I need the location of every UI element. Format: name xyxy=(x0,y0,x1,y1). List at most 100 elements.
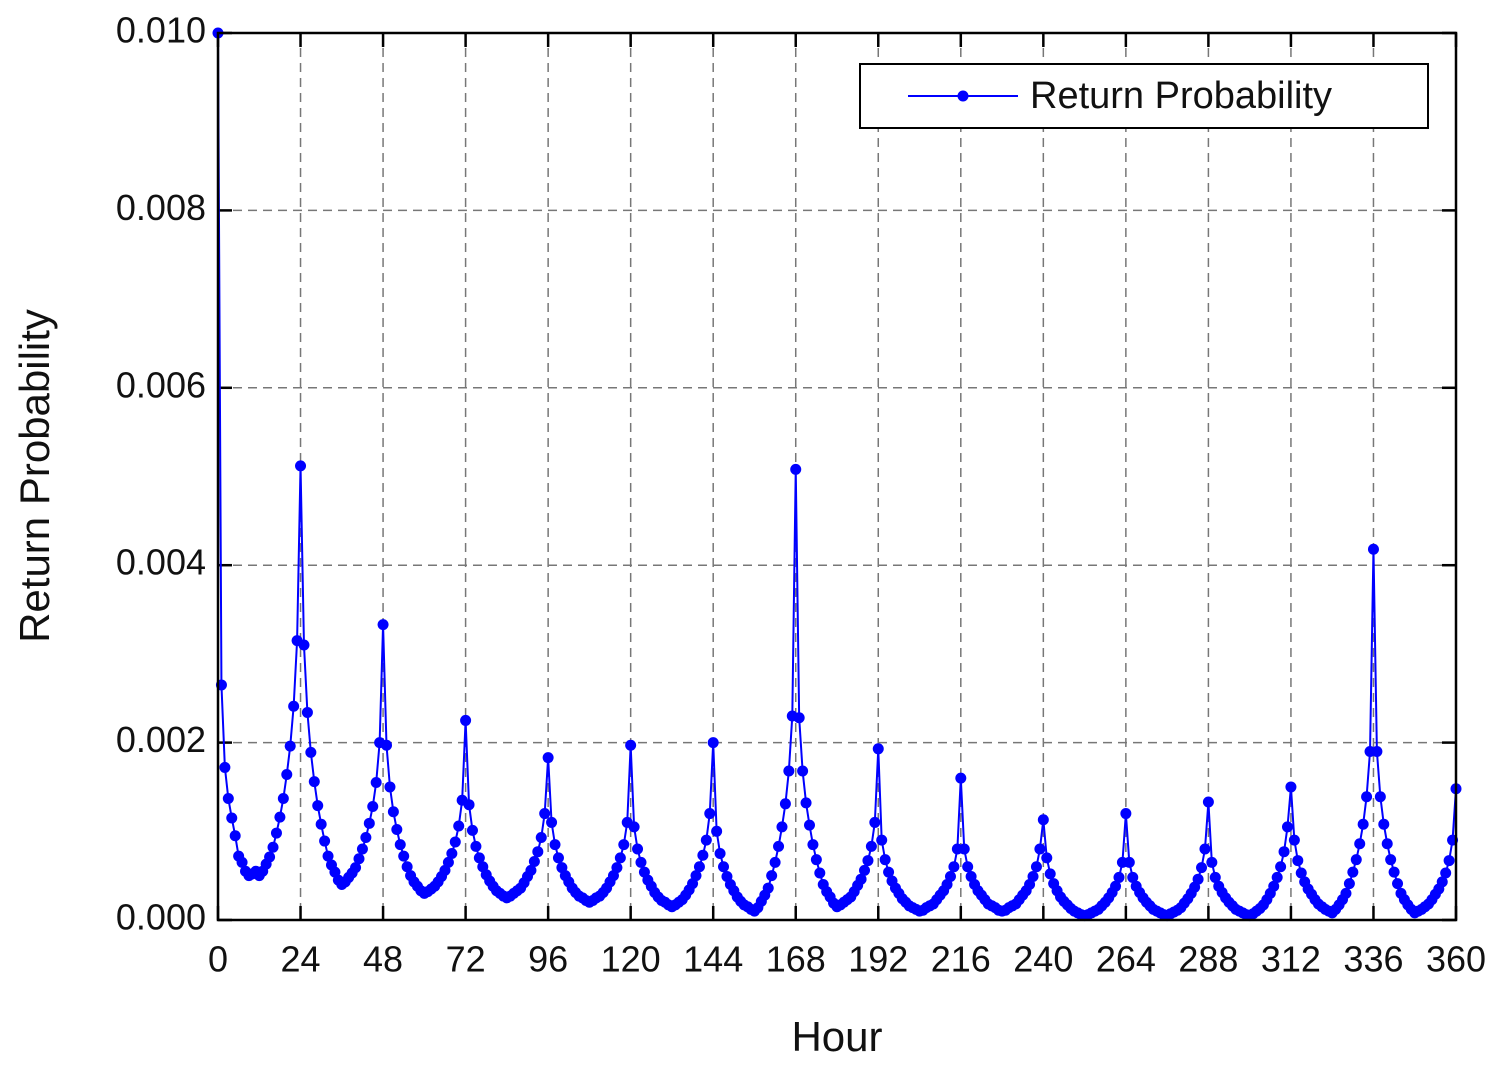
data-point xyxy=(793,712,805,724)
data-point xyxy=(707,737,719,749)
data-point xyxy=(776,821,788,833)
data-point xyxy=(1295,867,1307,879)
data-point xyxy=(632,843,644,855)
y-tick-label: 0.004 xyxy=(116,542,206,583)
data-point xyxy=(284,740,296,752)
data-line xyxy=(217,32,1457,917)
data-point xyxy=(264,851,276,863)
data-point xyxy=(363,817,375,829)
data-point xyxy=(319,835,331,847)
y-axis-title: Return Probability xyxy=(11,309,58,643)
data-point xyxy=(773,840,785,852)
data-point xyxy=(762,882,774,894)
y-tick-label: 0.008 xyxy=(116,187,206,228)
data-point xyxy=(1030,861,1042,873)
data-point xyxy=(449,836,461,848)
data-point xyxy=(1374,791,1386,803)
data-point xyxy=(769,856,781,868)
data-point xyxy=(295,460,307,472)
data-point xyxy=(267,841,279,853)
data-point xyxy=(1206,856,1218,868)
data-point xyxy=(1347,866,1359,878)
data-point xyxy=(535,832,547,844)
data-point xyxy=(1041,852,1053,864)
data-point xyxy=(697,849,709,861)
data-point xyxy=(1278,846,1290,858)
data-point xyxy=(1123,856,1135,868)
data-point xyxy=(779,798,791,810)
data-point xyxy=(955,772,967,784)
x-axis-title: Hour xyxy=(791,1013,882,1060)
data-point xyxy=(394,839,406,851)
data-point xyxy=(391,824,403,836)
data-point xyxy=(948,861,960,873)
data-point xyxy=(466,824,478,836)
y-tick-label: 0.010 xyxy=(116,10,206,51)
data-point xyxy=(872,743,884,755)
data-point xyxy=(883,866,895,878)
data-point xyxy=(714,847,726,859)
data-point xyxy=(1209,871,1221,883)
data-point xyxy=(944,871,956,883)
data-point xyxy=(693,861,705,873)
data-point xyxy=(614,852,626,864)
data-point xyxy=(1268,880,1280,892)
data-point xyxy=(700,834,712,846)
data-point xyxy=(552,852,564,864)
data-point xyxy=(222,792,234,804)
data-point xyxy=(859,864,871,876)
data-point xyxy=(1037,814,1049,826)
data-point xyxy=(453,820,465,832)
data-point xyxy=(869,816,881,828)
x-tick-label: 72 xyxy=(446,939,486,980)
x-tick-label: 336 xyxy=(1343,939,1403,980)
data-point xyxy=(312,800,324,812)
data-point xyxy=(1354,838,1366,850)
data-point xyxy=(711,825,723,837)
data-point xyxy=(308,776,320,788)
x-tick-label: 24 xyxy=(281,939,321,980)
data-point xyxy=(315,818,327,830)
data-point xyxy=(446,847,458,859)
data-point xyxy=(628,821,640,833)
legend-label: Return Probability xyxy=(1030,75,1332,117)
x-tick-label: 264 xyxy=(1096,939,1156,980)
data-point xyxy=(814,867,826,879)
data-point xyxy=(1381,838,1393,850)
data-point xyxy=(855,873,867,885)
data-point xyxy=(1281,821,1293,833)
data-point xyxy=(1034,843,1046,855)
data-point xyxy=(807,839,819,851)
data-point xyxy=(1027,871,1039,883)
data-point xyxy=(1285,781,1297,793)
data-point xyxy=(1275,861,1287,873)
data-point xyxy=(305,746,317,758)
data-point xyxy=(625,739,637,751)
x-tick-label: 360 xyxy=(1426,939,1486,980)
x-tick-label: 216 xyxy=(931,939,991,980)
data-point xyxy=(473,852,485,864)
data-point xyxy=(1202,796,1214,808)
data-point xyxy=(542,752,554,764)
data-point xyxy=(350,862,362,874)
data-point xyxy=(1127,871,1139,883)
y-tick-label: 0.006 xyxy=(116,364,206,405)
data-point xyxy=(879,854,891,866)
x-tick-label: 240 xyxy=(1013,939,1073,980)
data-point xyxy=(442,856,454,868)
data-point xyxy=(281,769,293,781)
data-point xyxy=(1361,791,1373,803)
data-point xyxy=(401,861,413,873)
data-point xyxy=(301,706,313,718)
data-point xyxy=(797,765,809,777)
data-point xyxy=(1371,745,1383,757)
data-point xyxy=(1440,867,1452,879)
data-point xyxy=(783,765,795,777)
data-point xyxy=(353,853,365,865)
data-point xyxy=(1350,854,1362,866)
data-point xyxy=(800,797,812,809)
data-point xyxy=(360,832,372,844)
data-point xyxy=(1392,878,1404,890)
data-point xyxy=(1271,871,1283,883)
